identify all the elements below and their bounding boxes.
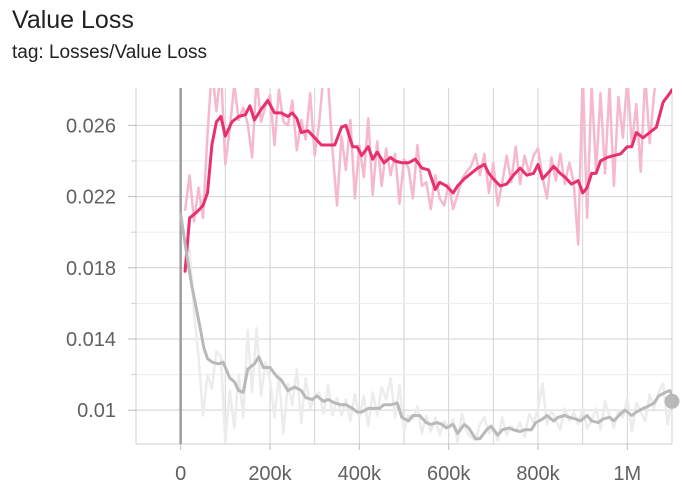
series-markers	[664, 393, 680, 409]
series-endpoint-marker	[664, 393, 680, 409]
x-tick-label: 0	[175, 463, 186, 485]
raw-series-line-1	[179, 214, 672, 444]
x-tick-label: 400k	[338, 463, 382, 485]
tick-labels: 0.01 0.014 0.018 0.022 0.026 0 200k 400k 600k 800…	[66, 115, 641, 485]
x-tick-label: 800k	[516, 463, 560, 485]
raw-series-line-0	[183, 88, 657, 246]
y-tick-label: 0.018	[66, 258, 116, 280]
x-tick-label: 200k	[248, 463, 292, 485]
chart-tag-subtitle: tag: Losses/Value Loss	[12, 42, 208, 63]
x-tick-label: 600k	[427, 463, 471, 485]
y-tick-label: 0.01	[77, 400, 116, 422]
y-tick-label: 0.022	[66, 187, 116, 209]
chart-title: Value Loss	[12, 6, 134, 34]
series-lines	[179, 88, 672, 444]
grid-lines	[135, 88, 673, 444]
axes	[128, 88, 672, 450]
y-tick-label: 0.026	[66, 115, 116, 137]
x-tick-label: 1M	[613, 463, 641, 485]
y-tick-label: 0.014	[66, 329, 116, 351]
smoothed-series-line-0	[183, 88, 672, 273]
smoothed-series-line-1	[179, 212, 672, 441]
